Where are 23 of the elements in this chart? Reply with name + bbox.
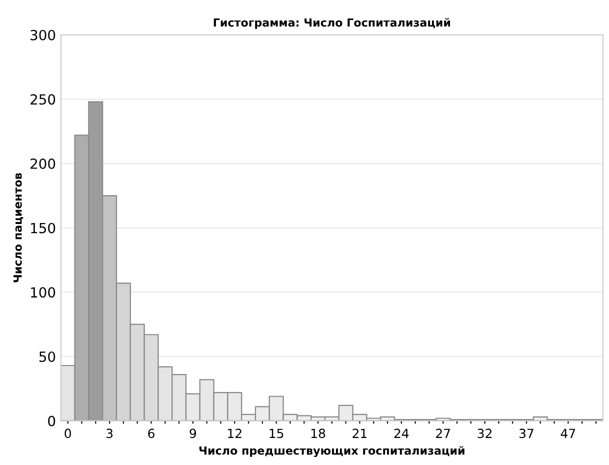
x-tick-label: 21	[352, 428, 366, 438]
x-tick-label: 12	[228, 428, 242, 438]
x-tick-label: 3	[106, 428, 113, 438]
x-tick-label: 18	[311, 428, 326, 438]
x-tick-label: 15	[270, 428, 284, 438]
y-tick-label: 300	[30, 30, 56, 40]
x-tick-label: 6	[148, 428, 154, 438]
x-axis-title: Число предшествующих госпитализаций	[199, 446, 464, 458]
x-tick-label: 0	[64, 428, 71, 438]
y-tick-label: 200	[30, 158, 56, 169]
x-tick-label: 37	[519, 428, 534, 438]
x-tick-label: 32	[478, 428, 492, 438]
y-tick-label: 150	[31, 222, 56, 234]
y-axis-title: Число пациентов	[14, 173, 24, 282]
y-tick-label: 50	[39, 351, 56, 362]
x-tick-label: 27	[436, 428, 450, 438]
x-tick-label: 24	[394, 428, 409, 438]
y-tick-label: 100	[31, 287, 56, 298]
chart-title: Гистограмма: Число Госпитализаций	[214, 18, 450, 29]
y-tick-label: 250	[30, 94, 56, 105]
x-tick-label: 47	[560, 428, 576, 438]
y-tick-label: 0	[48, 416, 56, 426]
x-tick-label: 9	[190, 428, 196, 438]
